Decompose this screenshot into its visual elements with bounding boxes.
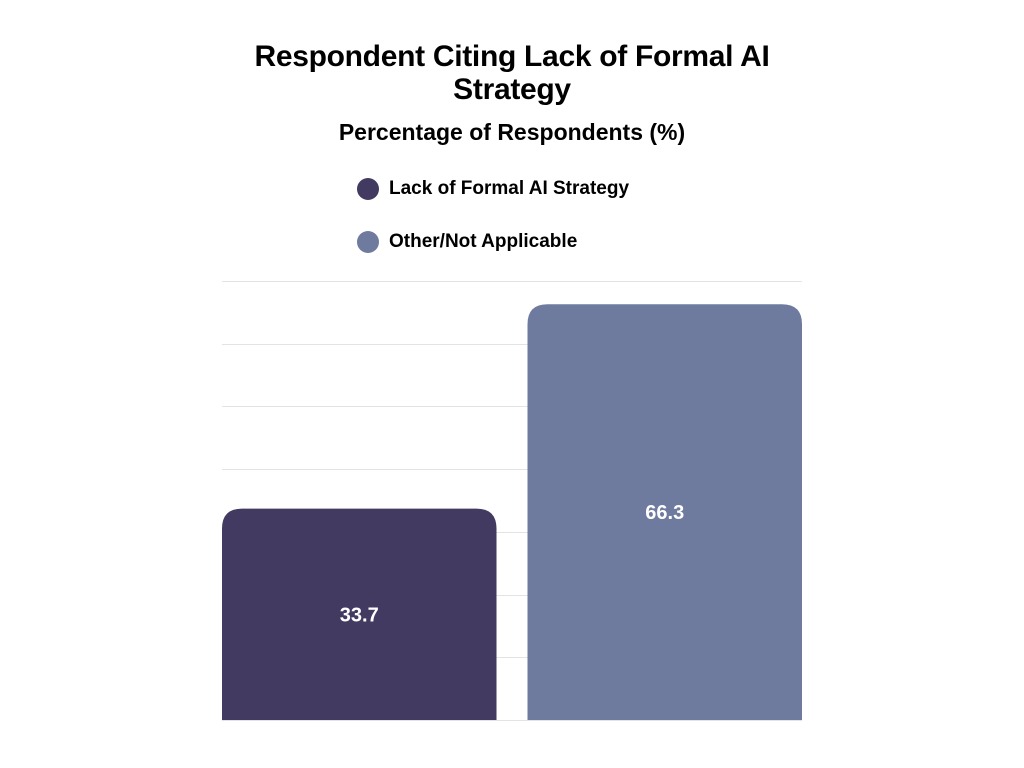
legend-label-other-not-applicable: Other/Not Applicable — [389, 231, 578, 252]
data-label-other-not-applicable: 66.3 — [645, 502, 684, 524]
legend-swatch-other-not-applicable — [357, 231, 379, 253]
legend-swatch-lack-of-formal-ai-strategy — [357, 178, 379, 200]
data-labels: 33.7 66.3 — [340, 502, 684, 626]
bar-lack-of-formal-ai-strategy — [222, 508, 497, 720]
data-label-lack-of-formal-ai-strategy: 33.7 — [340, 604, 379, 626]
bars — [222, 304, 802, 720]
legend-item-other-not-applicable: Other/Not Applicable — [357, 228, 629, 256]
legend: Lack of Formal AI Strategy Other/Not App… — [357, 175, 629, 281]
chart-subtitle: Percentage of Respondents (%) — [338, 119, 686, 145]
chart-title: Respondent Citing Lack of Formal AI Stra… — [254, 40, 770, 106]
legend-item-lack-of-formal-ai-strategy: Lack of Formal AI Strategy — [357, 175, 629, 203]
legend-label-lack-of-formal-ai-strategy: Lack of Formal AI Strategy — [389, 178, 630, 199]
bar-other-not-applicable — [527, 304, 802, 720]
